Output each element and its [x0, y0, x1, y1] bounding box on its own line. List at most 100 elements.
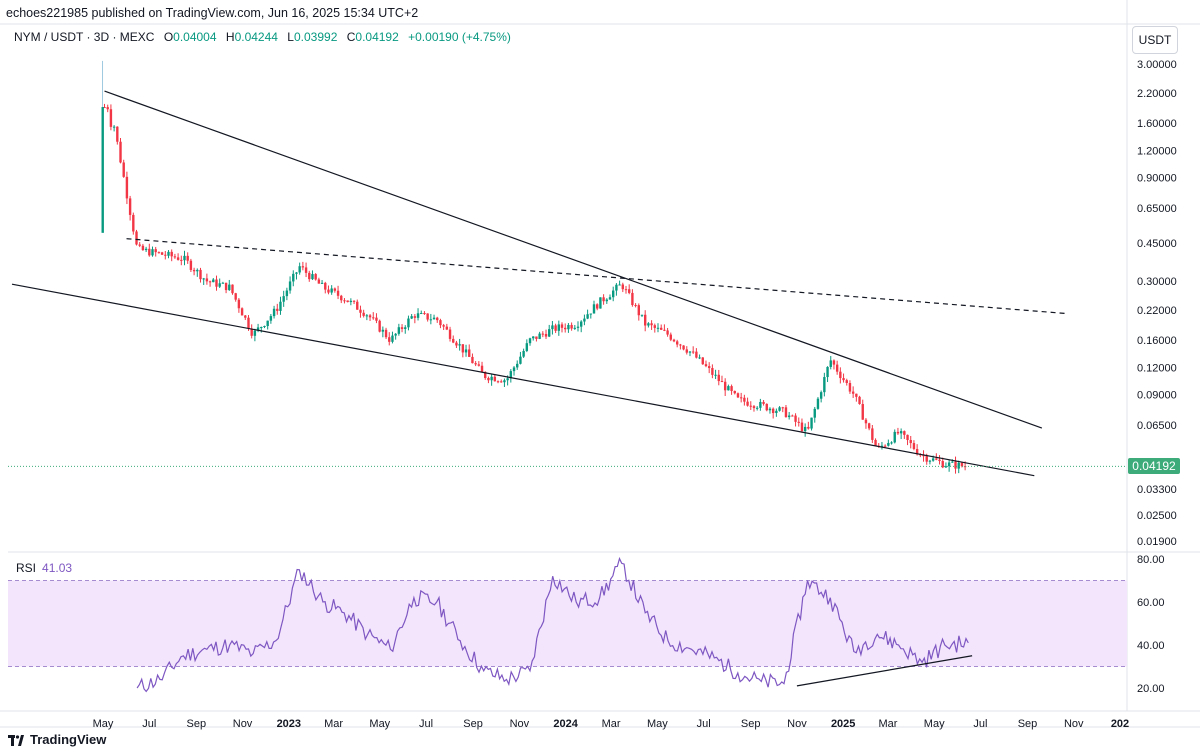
price-tick-label: 0.12000 — [1137, 362, 1177, 374]
candle-body — [189, 260, 193, 270]
candle-body — [938, 459, 941, 462]
candle-body — [516, 363, 519, 368]
candle-body — [506, 378, 509, 381]
candle-body — [778, 407, 781, 411]
candle-body — [663, 329, 666, 331]
symbol-label[interactable]: NYM / USDT · 3D · MEXC — [14, 30, 155, 44]
time-tick-label: May — [647, 718, 668, 730]
candle-body — [653, 325, 656, 328]
rsi-legend: RSI 41.03 — [16, 561, 72, 575]
candle-body — [519, 356, 522, 364]
time-tick-label: Mar — [602, 718, 621, 730]
candle-body — [707, 366, 711, 369]
candle-body — [883, 445, 887, 447]
candle-body — [775, 410, 778, 414]
candle-body — [413, 316, 417, 318]
candle-body — [682, 345, 685, 350]
candle-body — [378, 320, 381, 332]
rsi-label: RSI — [16, 561, 37, 575]
price-tick-label: 0.03300 — [1137, 484, 1177, 496]
candle-body — [154, 249, 157, 253]
price-tick-label: 0.06500 — [1137, 420, 1177, 432]
candle-body — [199, 269, 202, 280]
rsi-band — [8, 580, 1127, 667]
candle-body — [101, 107, 104, 233]
candle-body — [266, 320, 269, 327]
candle-body — [618, 284, 621, 286]
price-tick-label: 2.20000 — [1137, 88, 1177, 100]
candle-body — [439, 320, 442, 326]
candle-body — [141, 245, 145, 251]
candle-body — [615, 284, 618, 291]
candle-body — [909, 439, 912, 444]
tradingview-logo-icon — [8, 734, 24, 746]
candle-body — [212, 279, 215, 283]
candle-body — [327, 289, 330, 293]
candle-body — [509, 371, 513, 379]
time-tick-label: May — [93, 718, 114, 730]
time-tick-label: Sep — [186, 718, 206, 730]
candle-body — [202, 278, 205, 280]
candle-body — [727, 386, 730, 391]
candle-body — [503, 380, 506, 383]
brand-label: TradingView — [30, 732, 107, 747]
candle-body — [132, 214, 135, 232]
candle-body — [589, 313, 593, 315]
last-price-tag: 0.04192 — [1128, 458, 1180, 475]
candle-body — [423, 313, 426, 315]
currency-selector[interactable]: USDT — [1132, 26, 1178, 54]
trendline-3 — [126, 238, 1069, 315]
candle-body — [375, 317, 378, 321]
candle-body — [915, 448, 919, 455]
candle-body — [765, 403, 768, 411]
candle-body — [861, 404, 864, 420]
candle-body — [352, 300, 356, 302]
candle-body — [746, 401, 749, 406]
price-tick-label: 1.20000 — [1137, 145, 1177, 157]
candle-body — [144, 248, 148, 251]
candle-body — [288, 281, 292, 291]
candle-body — [816, 398, 820, 409]
candle-body — [787, 415, 791, 418]
candle-body — [468, 349, 471, 357]
price-tick-label: 0.22000 — [1137, 305, 1177, 317]
candle-body — [157, 252, 161, 254]
candle-body — [208, 281, 212, 283]
candle-body — [448, 329, 452, 339]
candle-body — [512, 367, 516, 372]
candle-body — [218, 283, 221, 287]
candle-body — [656, 327, 660, 329]
time-tick-label: Jul — [697, 718, 711, 730]
candle-body — [612, 290, 615, 298]
candle-body — [356, 301, 359, 310]
candle-body — [477, 364, 481, 366]
candle-body — [810, 417, 813, 429]
candle-body — [672, 339, 676, 342]
candle-body — [429, 319, 433, 321]
rsi-tick-label: 80.00 — [1137, 554, 1165, 566]
tradingview-footer[interactable]: TradingView — [8, 732, 106, 747]
open-value: 0.04004 — [173, 30, 217, 44]
candle-body — [490, 376, 493, 381]
candle-body — [826, 366, 829, 378]
candle-body — [103, 107, 106, 109]
candle-body — [279, 301, 282, 311]
candle-body — [749, 405, 752, 407]
candle-body — [192, 269, 196, 272]
candle-body — [931, 458, 935, 461]
candle-body — [525, 343, 529, 351]
candle-body — [535, 336, 538, 339]
candle-body — [138, 244, 141, 246]
close-label: C — [346, 30, 356, 44]
candle-body — [922, 455, 925, 457]
candle-body — [173, 256, 177, 258]
time-tick-label: 2025 — [831, 718, 855, 730]
candle-body — [813, 408, 816, 418]
candle-body — [548, 329, 551, 337]
candle-body — [608, 297, 612, 300]
candle-body — [541, 333, 545, 335]
candle-body — [823, 377, 826, 393]
candle-body — [720, 381, 724, 383]
candle-body — [867, 423, 871, 429]
